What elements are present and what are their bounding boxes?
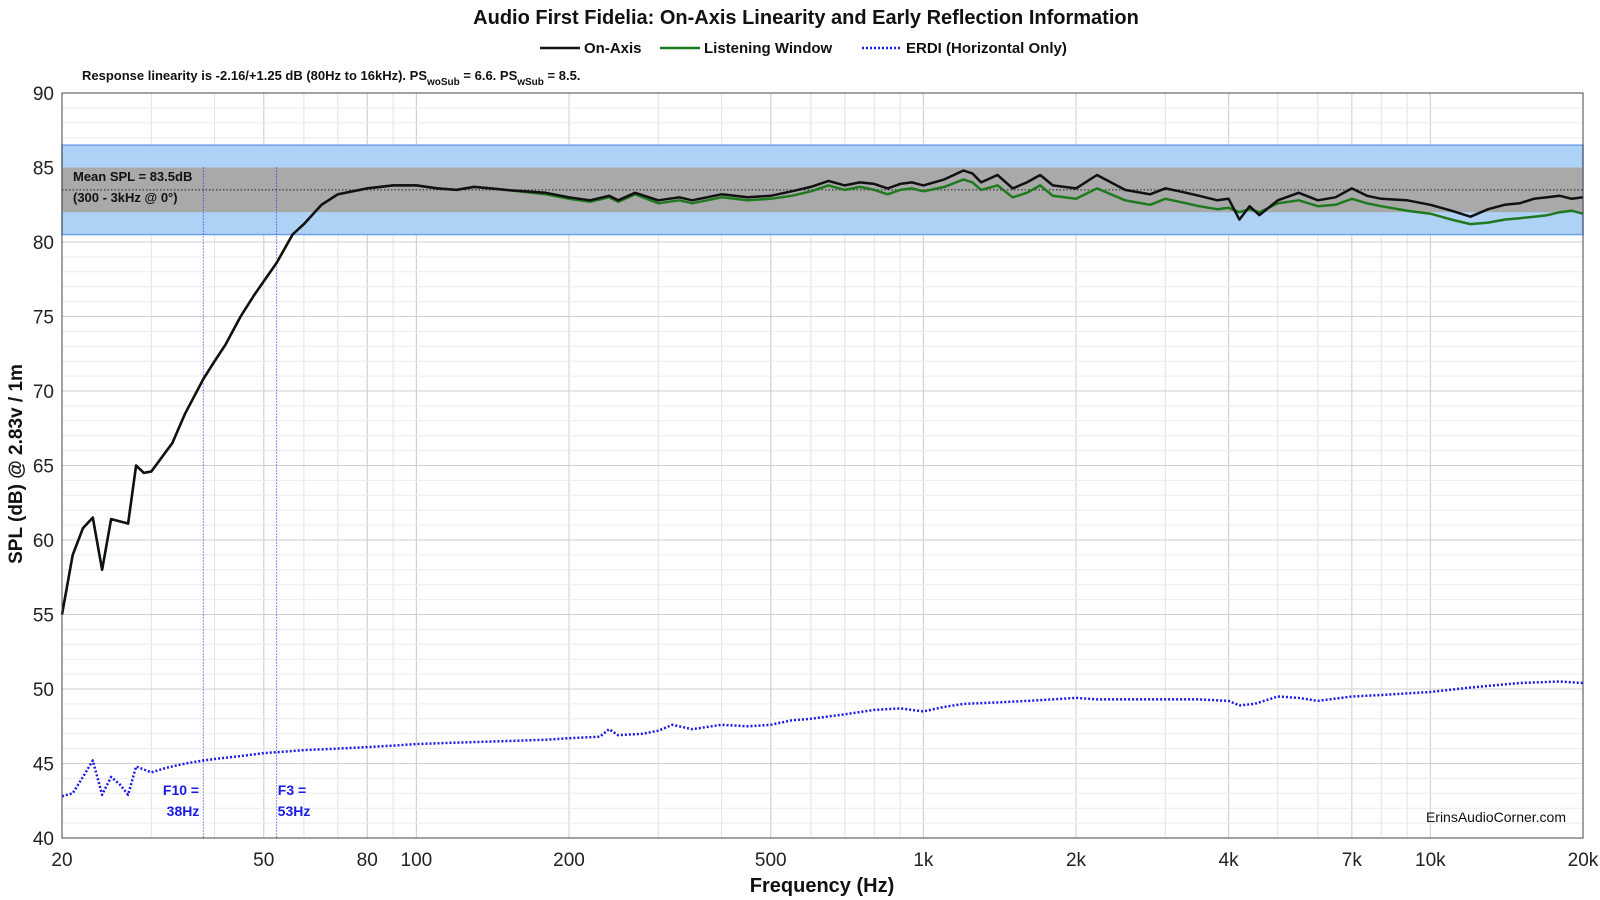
series-line-erdi-horizontal-only xyxy=(61,680,1584,798)
f10-label-line2: 38Hz xyxy=(167,803,200,819)
x-tick-label: 7k xyxy=(1342,850,1363,871)
plot-frame xyxy=(61,92,1584,839)
y-tick-label: 45 xyxy=(33,755,54,776)
plot-border xyxy=(61,92,1584,839)
subtitle-sub2: wSub xyxy=(516,77,544,88)
y-tick-label: 75 xyxy=(33,308,54,329)
chart-subtitle: Response linearity is -2.16/+1.25 dB (80… xyxy=(82,68,580,88)
watermark: ErinsAudioCorner.com xyxy=(1426,809,1566,825)
y-tick-label: 80 xyxy=(33,233,54,254)
legend-label-on-axis: On-Axis xyxy=(584,40,642,57)
mean-spl-label: Mean SPL = 83.5dB xyxy=(73,169,192,184)
subtitle-sub1: woSub xyxy=(426,77,460,88)
x-tick-label: 100 xyxy=(401,850,433,871)
series-lines xyxy=(60,169,1584,798)
x-tick-label: 4k xyxy=(1219,850,1240,871)
y-tick-label: 55 xyxy=(33,606,54,627)
x-tick-labels: 20 50 80 100 200 500 1k 2k 4k 7k 10k 20k xyxy=(51,850,1598,871)
subtitle-prefix: Response linearity is -2.16/+1.25 dB (80… xyxy=(82,68,427,83)
subtitle-mid: = 6.6. PS xyxy=(460,68,518,83)
x-tick-label: 1k xyxy=(913,850,934,871)
subtitle-suffix: = 8.5. xyxy=(544,68,581,83)
y-tick-label: 60 xyxy=(33,531,54,552)
legend: On-Axis Listening Window ERDI (Horizonta… xyxy=(540,40,1067,57)
legend-label-listening-window: Listening Window xyxy=(704,40,833,57)
x-tick-label: 10k xyxy=(1415,850,1446,871)
y-tick-label: 90 xyxy=(33,84,54,105)
bands xyxy=(61,144,1584,236)
x-tick-label: 80 xyxy=(357,850,378,871)
frequency-markers xyxy=(202,167,278,838)
y-tick-label: 85 xyxy=(33,159,54,180)
y-tick-label: 50 xyxy=(33,680,54,701)
y-tick-label: 65 xyxy=(33,457,54,478)
y-axis-label: SPL (dB) @ 2.83v / 1m xyxy=(6,364,27,564)
x-tick-label: 20 xyxy=(51,850,72,871)
x-tick-label: 2k xyxy=(1066,850,1087,871)
legend-label-erdi: ERDI (Horizontal Only) xyxy=(906,40,1067,57)
y-tick-label: 70 xyxy=(33,382,54,403)
y-tick-labels: 40 45 50 55 60 65 70 75 80 85 90 xyxy=(33,84,54,850)
x-tick-label: 20k xyxy=(1568,850,1599,871)
mean-spl-range-label: (300 - 3kHz @ 0°) xyxy=(73,190,178,205)
x-tick-label: 50 xyxy=(253,850,274,871)
x-tick-label: 500 xyxy=(755,850,787,871)
series-line-on-axis xyxy=(60,169,1584,615)
x-tick-label: 200 xyxy=(553,850,585,871)
x-axis-label: Frequency (Hz) xyxy=(750,875,894,897)
chart-title: Audio First Fidelia: On-Axis Linearity a… xyxy=(473,7,1139,29)
f3-label-line1: F3 = xyxy=(278,782,306,798)
f10-label-line1: F10 = xyxy=(163,782,199,798)
y-tick-label: 40 xyxy=(33,829,54,850)
f3-label-line2: 53Hz xyxy=(278,803,311,819)
